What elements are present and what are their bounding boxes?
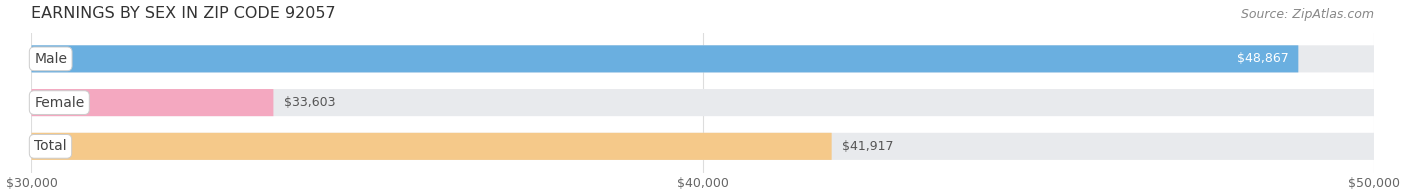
Text: $33,603: $33,603 (284, 96, 336, 109)
Text: Male: Male (34, 52, 67, 66)
FancyBboxPatch shape (31, 45, 1375, 73)
FancyBboxPatch shape (31, 45, 1298, 73)
FancyBboxPatch shape (31, 133, 1375, 160)
Text: Female: Female (34, 96, 84, 110)
Text: Total: Total (34, 139, 67, 153)
Text: $41,917: $41,917 (842, 140, 894, 153)
FancyBboxPatch shape (31, 89, 273, 116)
FancyBboxPatch shape (31, 89, 1375, 116)
Text: EARNINGS BY SEX IN ZIP CODE 92057: EARNINGS BY SEX IN ZIP CODE 92057 (31, 6, 336, 21)
Text: $48,867: $48,867 (1237, 52, 1289, 65)
FancyBboxPatch shape (31, 133, 832, 160)
Text: Source: ZipAtlas.com: Source: ZipAtlas.com (1241, 8, 1375, 21)
